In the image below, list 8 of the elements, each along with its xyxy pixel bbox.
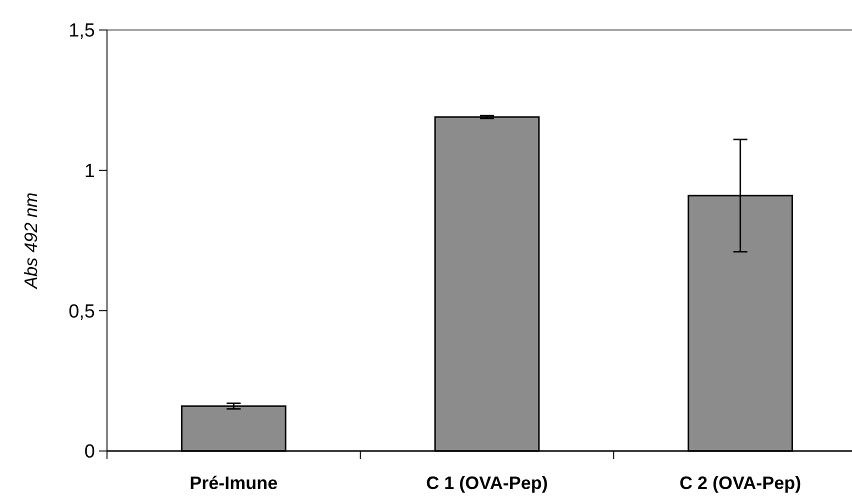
x-tick-label: Pré-Imune [190,473,278,493]
y-tick-label: 1,5 [68,20,95,42]
x-tick-label: C 1 (OVA-Pep) [426,473,548,493]
y-tick-label: 0 [84,442,95,463]
x-tick-label: C 2 (OVA-Pep) [679,473,802,493]
y-tick-label: 1 [84,160,95,182]
y-axis-title: Abs 492 nm [21,192,41,290]
y-tick-label: 0,5 [68,301,95,322]
